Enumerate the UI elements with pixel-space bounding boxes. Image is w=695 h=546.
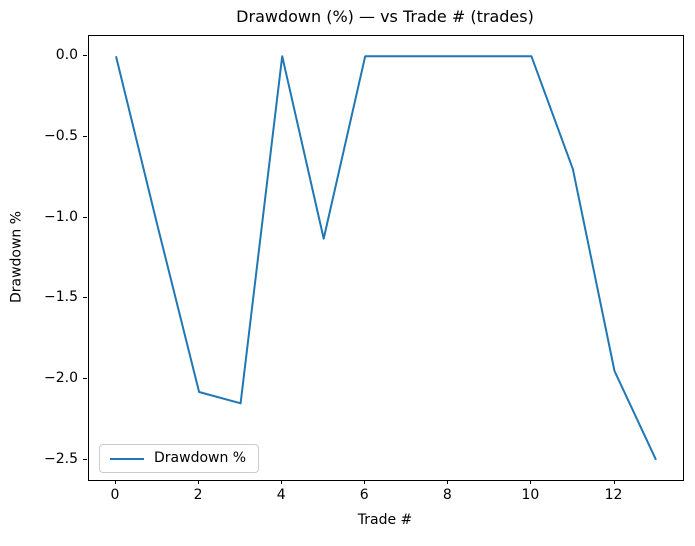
y-axis-label: Drawdown % xyxy=(8,210,25,304)
y-tick-label: −1.0 xyxy=(44,208,78,225)
x-tick-mark xyxy=(198,480,200,484)
x-tick-label: 2 xyxy=(193,487,203,503)
x-tick-mark xyxy=(530,480,532,484)
x-tick-mark xyxy=(281,480,283,484)
drawdown-line xyxy=(115,55,657,461)
x-tick-mark xyxy=(115,480,116,484)
legend-label: Drawdown % xyxy=(154,450,247,466)
y-tick-label: −1.5 xyxy=(44,289,78,306)
chart-title: Drawdown (%) — vs Trade # (trades) xyxy=(236,7,534,26)
y-tick-mark xyxy=(83,297,87,299)
x-tick-label: 4 xyxy=(276,487,286,503)
x-tick-label: 12 xyxy=(604,487,623,503)
legend-line-swatch xyxy=(110,457,144,460)
x-tick-label: 6 xyxy=(359,487,369,503)
y-tick-label: 0.0 xyxy=(55,47,78,64)
plot-area: Drawdown % xyxy=(88,35,684,481)
y-tick-mark xyxy=(83,135,87,137)
y-tick-mark xyxy=(83,378,87,380)
x-tick-mark xyxy=(613,480,615,484)
x-tick-label: 8 xyxy=(442,487,452,503)
y-tick-mark xyxy=(83,55,87,57)
line-plot-svg xyxy=(115,55,657,461)
y-tick-label: −2.0 xyxy=(44,370,78,387)
y-tick-label: −2.5 xyxy=(44,450,78,467)
x-tick-label: 0 xyxy=(110,487,120,503)
y-tick-mark xyxy=(83,216,87,218)
y-tick-label: −0.5 xyxy=(44,127,78,144)
x-tick-label: 10 xyxy=(521,487,540,503)
x-tick-mark xyxy=(364,480,366,484)
x-axis-label: Trade # xyxy=(357,512,413,528)
legend: Drawdown % xyxy=(99,444,260,473)
y-tick-mark xyxy=(83,458,87,460)
x-tick-mark xyxy=(447,480,449,484)
